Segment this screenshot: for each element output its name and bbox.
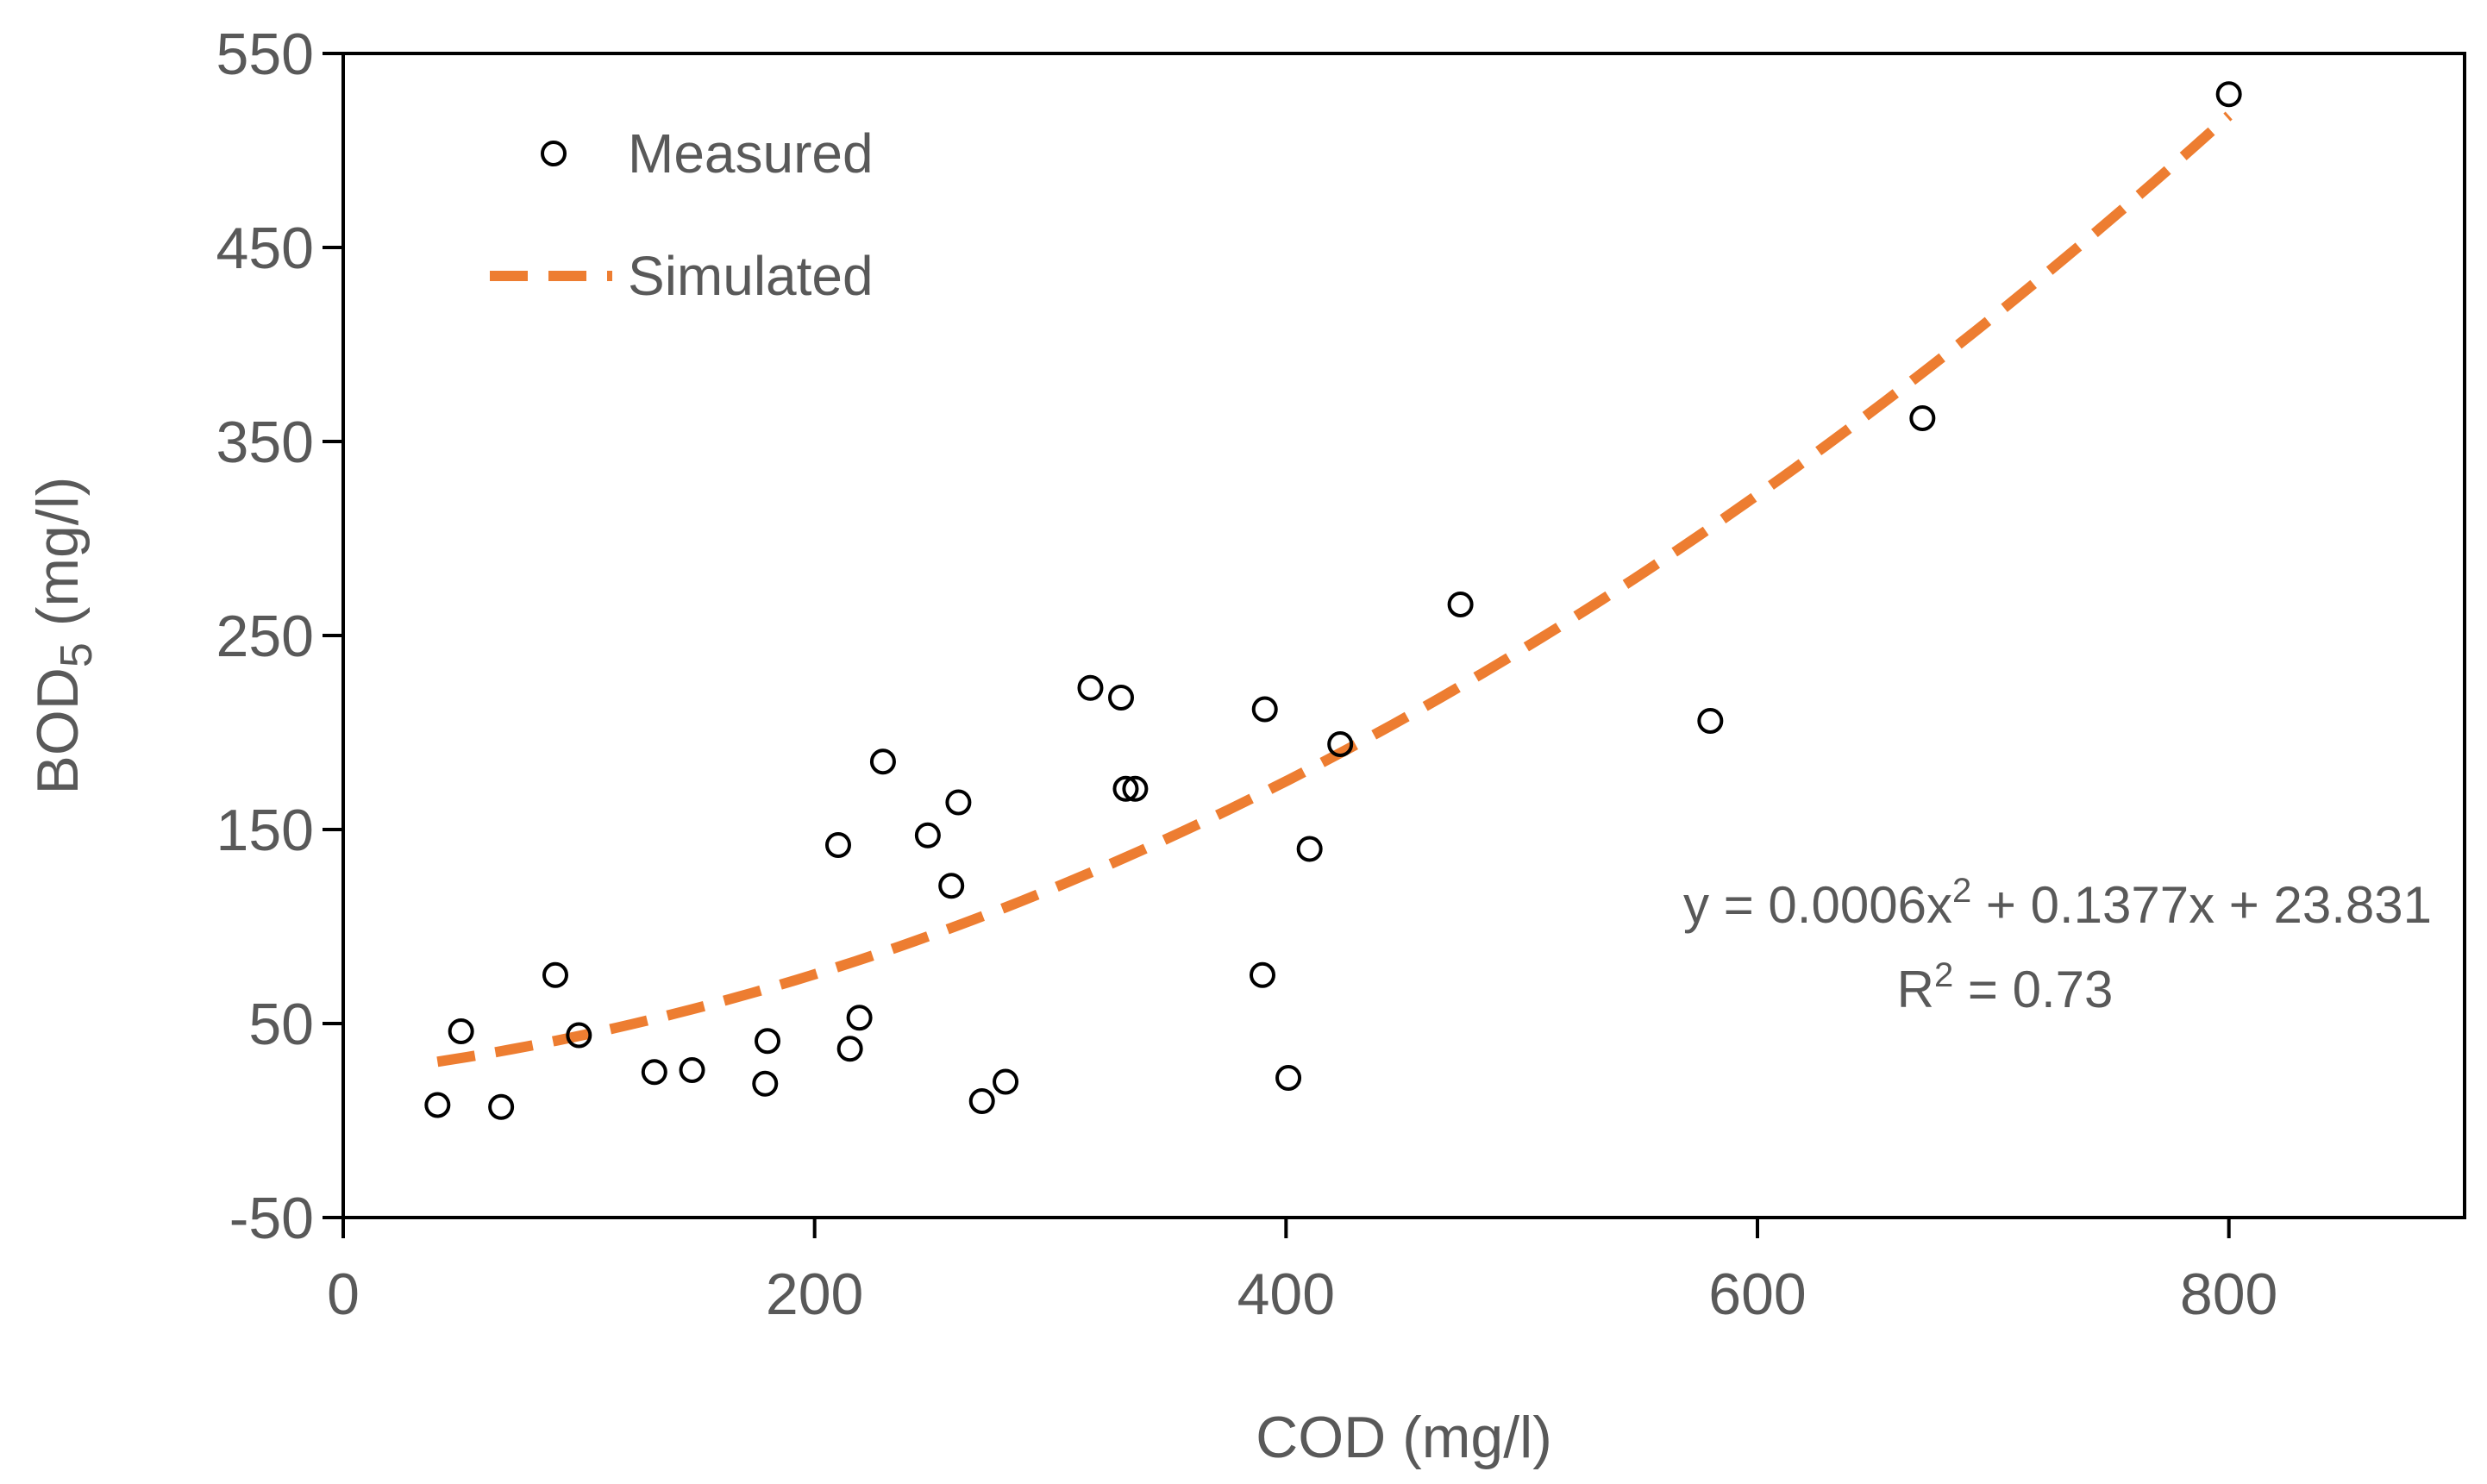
data-point: [1275, 1065, 1302, 1091]
data-point: [1250, 961, 1275, 988]
data-point: [1122, 775, 1149, 802]
equation-exponent: 2: [1952, 872, 1971, 910]
data-point: [1697, 708, 1724, 734]
y-axis-title-suffix: (mg/l): [25, 477, 91, 643]
data-point: [1296, 836, 1323, 862]
legend-label-simulated: Simulated: [628, 245, 874, 307]
data-point: [938, 873, 965, 899]
data-point: [2215, 81, 2242, 108]
y-axis-ticks: [323, 52, 343, 1219]
data-point: [1909, 405, 1936, 431]
data-point: [755, 1028, 780, 1055]
data-point: [488, 1093, 515, 1120]
data-point: [752, 1070, 779, 1097]
x-axis-ticks: [341, 1218, 2231, 1238]
data-point: [846, 1005, 873, 1031]
x-axis-title: COD (mg/l): [1256, 1405, 1552, 1470]
data-point: [448, 1018, 474, 1044]
y-tick-label: 150: [216, 798, 314, 863]
data-point: [968, 1088, 995, 1114]
data-point: [641, 1059, 667, 1086]
equation-prefix: y = 0.0006x: [1683, 876, 1952, 934]
r-squared-prefix: R: [1897, 961, 1934, 1018]
y-tick-label: 50: [248, 992, 314, 1057]
legend-label-measured: Measured: [628, 122, 874, 185]
y-tick-label: 350: [216, 410, 314, 475]
x-tick-label: 400: [1237, 1262, 1335, 1327]
data-point: [836, 1036, 863, 1062]
y-tick-label: -50: [229, 1186, 314, 1251]
y-tick-label: 550: [216, 22, 314, 87]
measured-points: [424, 81, 2242, 1120]
data-point: [1077, 674, 1104, 701]
r-squared-exponent: 2: [1934, 956, 1953, 994]
x-tick-label: 800: [2180, 1262, 2277, 1327]
plot-frame: [341, 52, 2466, 1219]
data-point: [1327, 731, 1354, 757]
data-point: [869, 748, 896, 775]
simulated-fit-curve: [436, 111, 2233, 1068]
data-point: [1112, 775, 1139, 802]
x-tick-label: 600: [1708, 1262, 1806, 1327]
x-axis-tick-labels: 0 200 400 600 800: [327, 1262, 2277, 1327]
data-point: [945, 789, 972, 816]
data-point: [1251, 696, 1278, 723]
data-point: [542, 961, 568, 988]
data-point: [825, 832, 851, 858]
x-tick-label: 200: [766, 1262, 863, 1327]
y-tick-label: 450: [216, 216, 314, 281]
legend: Measured Simulated: [490, 122, 874, 307]
y-axis-tick-labels: -50 50 150 250 350 450 550: [216, 22, 314, 1251]
r-squared-label: R2 = 0.73: [1897, 956, 2114, 1018]
r-squared-suffix: = 0.73: [1953, 961, 2113, 1018]
y-axis-title: BOD5 (mg/l): [25, 477, 102, 795]
y-axis-title-main: BOD: [25, 667, 91, 794]
data-point: [424, 1092, 451, 1118]
y-tick-label: 250: [216, 604, 314, 669]
regression-equation: y = 0.0006x2 + 0.1377x + 23.831: [1683, 872, 2432, 934]
equation-suffix: + 0.1377x + 23.831: [1971, 876, 2432, 934]
data-point: [914, 822, 941, 848]
data-point: [1108, 685, 1134, 711]
x-tick-label: 0: [327, 1262, 360, 1327]
data-point: [566, 1022, 592, 1049]
data-point: [993, 1068, 1019, 1095]
data-point: [1447, 592, 1474, 617]
legend-marker-measured: [541, 141, 567, 166]
data-point: [679, 1057, 705, 1083]
y-axis-title-subscript: 5: [52, 642, 102, 667]
